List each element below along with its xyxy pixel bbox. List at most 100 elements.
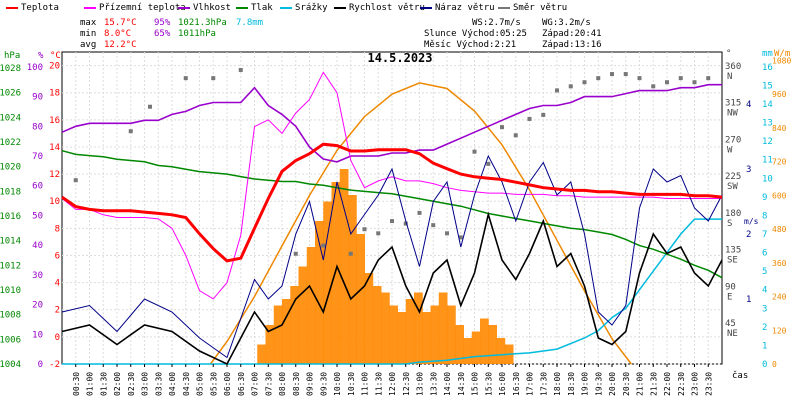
legend-swatch: [236, 6, 248, 9]
wind-direction-point: [637, 76, 642, 81]
direction-tick-degrees: 225: [725, 172, 741, 182]
rain-line: [62, 218, 722, 365]
pressure-tick-label: 1022: [0, 138, 21, 148]
pressure-tick-label: 1010: [0, 286, 21, 296]
time-tick-label: 20:00: [608, 372, 617, 396]
direction-tick-compass: W: [727, 145, 733, 155]
legend-swatch: [420, 6, 432, 9]
stat-avg-temp: 12.2°C: [104, 40, 137, 50]
radiation-tick-label: 1080: [772, 56, 791, 65]
temperature-tick-label: 2: [55, 306, 60, 316]
wind-direction-point: [390, 219, 394, 224]
time-tick-label: 11:00: [361, 372, 370, 396]
temperature-tick-label: 12: [49, 170, 60, 180]
humidity-tick-label: 20: [32, 301, 43, 311]
legend-swatch: [498, 6, 510, 9]
series-layer: [61, 67, 723, 366]
time-tick-label: 11:30: [374, 372, 383, 396]
wind-direction-point: [376, 231, 381, 236]
pressure-tick-label: 1008: [0, 311, 21, 321]
wind-direction-point: [706, 76, 711, 81]
humidity-tick-label: 0: [38, 360, 43, 370]
ground-temperature-line: [61, 71, 722, 300]
legend-label: Tlak: [251, 3, 273, 13]
wind-direction-point: [568, 84, 573, 89]
wind-direction-point: [321, 243, 326, 248]
legend-rychlost-vetru: Rychlost větru: [334, 2, 425, 14]
direction-tick-degrees: 315: [725, 99, 741, 109]
wind-direction-point: [73, 178, 78, 183]
wind-direction-point: [403, 221, 408, 226]
humidity-tick-label: 50: [32, 211, 43, 221]
radiation-tick-label: 240: [772, 293, 787, 302]
time-tick-label: 04:30: [182, 372, 191, 396]
rain-intensity-bar: [381, 292, 390, 364]
wind-direction-point: [238, 67, 243, 72]
humidity-axis-unit: %: [38, 51, 44, 61]
legend-tlak: Tlak: [236, 2, 273, 14]
direction-tick-degrees: 90: [725, 282, 736, 292]
time-tick-label: 19:30: [594, 372, 603, 396]
radiation-tick-label: 360: [772, 259, 787, 268]
wind-direction-point: [211, 76, 216, 81]
direction-tick-degrees: 180: [725, 209, 741, 219]
pressure-tick-label: 1020: [0, 163, 21, 173]
humidity-tick-label: 90: [32, 93, 43, 103]
rain-intensity-bar: [438, 292, 448, 364]
wind-direction-point: [651, 84, 656, 89]
time-tick-label: 18:30: [567, 372, 576, 396]
time-tick-label: 08:00: [278, 372, 287, 396]
wind-direction-point: [692, 80, 697, 85]
radiation-axis-unit: W/m: [774, 49, 790, 59]
legend-label: Přízemní teplota: [99, 3, 186, 13]
humidity-tick-label: 60: [32, 182, 43, 192]
wind-direction-point: [610, 72, 614, 77]
rain-intensity-bar: [273, 305, 283, 364]
legend-label: Směr větru: [513, 3, 568, 13]
rain-tick-label: 3: [762, 304, 767, 314]
rain-intensity-bar: [348, 195, 357, 364]
wind-speed-tick-label: 1: [746, 295, 751, 305]
direction-tick-compass: NE: [727, 329, 738, 339]
rain-tick-label: 12: [762, 137, 773, 147]
stat-min-hum: 65%: [154, 29, 171, 39]
rain-intensity-bar: [356, 234, 365, 364]
stat-max-press: 1021.3hPa: [178, 18, 227, 28]
time-axis-unit: čas: [732, 370, 748, 381]
time-tick-label: 05:30: [209, 372, 218, 396]
time-tick-label: 09:00: [306, 372, 315, 396]
rain-intensity-bar: [265, 325, 275, 364]
time-tick-label: 06:30: [237, 372, 246, 396]
temperature-tick-label: 20: [49, 62, 60, 72]
pressure-tick-label: 1024: [0, 113, 21, 123]
temperature-tick-label: 0: [55, 333, 60, 343]
time-tick-label: 04:00: [168, 372, 177, 396]
pressure-tick-label: 1004: [0, 360, 21, 370]
rain-tick-label: 9: [762, 193, 767, 203]
pressure-axis-unit: hPa: [4, 51, 20, 61]
radiation-tick-label: 480: [772, 225, 787, 234]
temperature-tick-label: 8: [55, 224, 60, 234]
wind-direction-point: [458, 235, 463, 240]
wind-direction-point: [348, 251, 353, 256]
info-moon: Měsíc Východ:2:21: [424, 40, 517, 50]
rain-intensity-bar: [306, 247, 316, 364]
time-tick-label: 02:30: [127, 372, 136, 396]
rain-intensity-bar: [257, 344, 266, 364]
wind-direction-point: [596, 76, 601, 81]
time-tick-label: 06:00: [223, 372, 232, 396]
direction-tick-compass: S: [727, 219, 732, 229]
wind-direction-point: [445, 231, 449, 236]
info-sun: Slunce Východ:05:25: [424, 29, 527, 39]
pressure-tick-label: 1014: [0, 237, 21, 247]
rain-intensity-bar: [422, 312, 431, 364]
stat-min-temp: 8.0°C: [104, 29, 132, 39]
rain-tick-label: 16: [762, 63, 773, 73]
direction-tick-degrees: 45: [725, 319, 736, 329]
rain-intensity-bar: [455, 325, 464, 364]
legend-swatch: [334, 6, 346, 9]
wind-direction-point: [148, 104, 152, 109]
rain-intensity-bar: [389, 305, 398, 364]
chart-title: 14.5.2023: [367, 51, 432, 65]
stat-max-label: max: [80, 18, 97, 28]
